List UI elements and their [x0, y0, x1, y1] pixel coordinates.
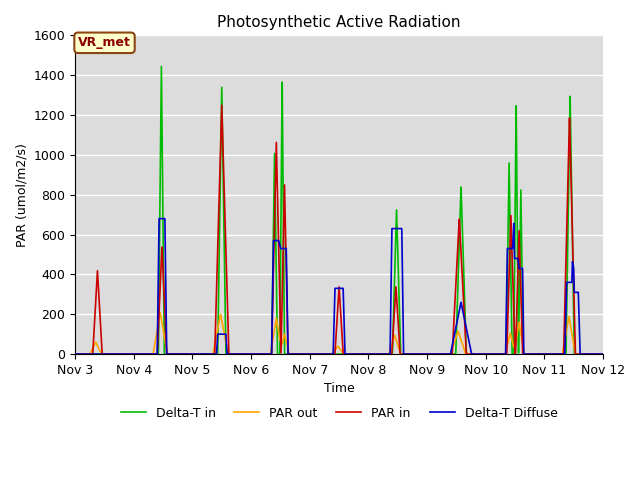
- PAR out: [156, 310, 164, 315]
- PAR out: [491, 351, 499, 357]
- Delta-T in: [491, 351, 499, 357]
- Delta-T Diffuse: [463, 326, 470, 332]
- PAR in: [71, 351, 79, 357]
- Delta-T Diffuse: [406, 351, 414, 357]
- Delta-T Diffuse: [491, 351, 499, 357]
- Line: Delta-T Diffuse: Delta-T Diffuse: [75, 218, 603, 354]
- Delta-T Diffuse: [155, 216, 163, 221]
- PAR out: [463, 351, 470, 357]
- Delta-T in: [406, 351, 414, 357]
- PAR in: [599, 351, 607, 357]
- Delta-T in: [463, 351, 470, 357]
- Text: VR_met: VR_met: [78, 36, 131, 49]
- PAR in: [383, 351, 391, 357]
- Delta-T in: [98, 351, 106, 357]
- Line: PAR out: PAR out: [75, 312, 603, 354]
- Delta-T Diffuse: [262, 351, 270, 357]
- PAR out: [383, 351, 391, 357]
- Line: PAR in: PAR in: [75, 105, 603, 354]
- PAR in: [218, 102, 226, 108]
- PAR in: [491, 351, 499, 357]
- PAR in: [98, 343, 106, 349]
- Line: Delta-T in: Delta-T in: [75, 66, 603, 354]
- Delta-T in: [599, 351, 607, 357]
- PAR out: [98, 351, 106, 357]
- PAR in: [262, 351, 270, 357]
- Y-axis label: PAR (umol/m2/s): PAR (umol/m2/s): [15, 143, 28, 247]
- Delta-T Diffuse: [71, 351, 79, 357]
- Delta-T in: [157, 63, 165, 69]
- Delta-T Diffuse: [599, 351, 607, 357]
- PAR out: [71, 351, 79, 357]
- PAR out: [599, 351, 607, 357]
- PAR in: [463, 351, 470, 357]
- Delta-T in: [262, 351, 270, 357]
- Delta-T in: [71, 351, 79, 357]
- PAR out: [262, 351, 270, 357]
- X-axis label: Time: Time: [324, 383, 355, 396]
- Delta-T Diffuse: [98, 351, 106, 357]
- Delta-T in: [383, 351, 391, 357]
- Delta-T Diffuse: [383, 351, 391, 357]
- PAR out: [406, 351, 414, 357]
- Legend: Delta-T in, PAR out, PAR in, Delta-T Diffuse: Delta-T in, PAR out, PAR in, Delta-T Dif…: [116, 402, 563, 425]
- Title: Photosynthetic Active Radiation: Photosynthetic Active Radiation: [218, 15, 461, 30]
- PAR in: [406, 351, 414, 357]
